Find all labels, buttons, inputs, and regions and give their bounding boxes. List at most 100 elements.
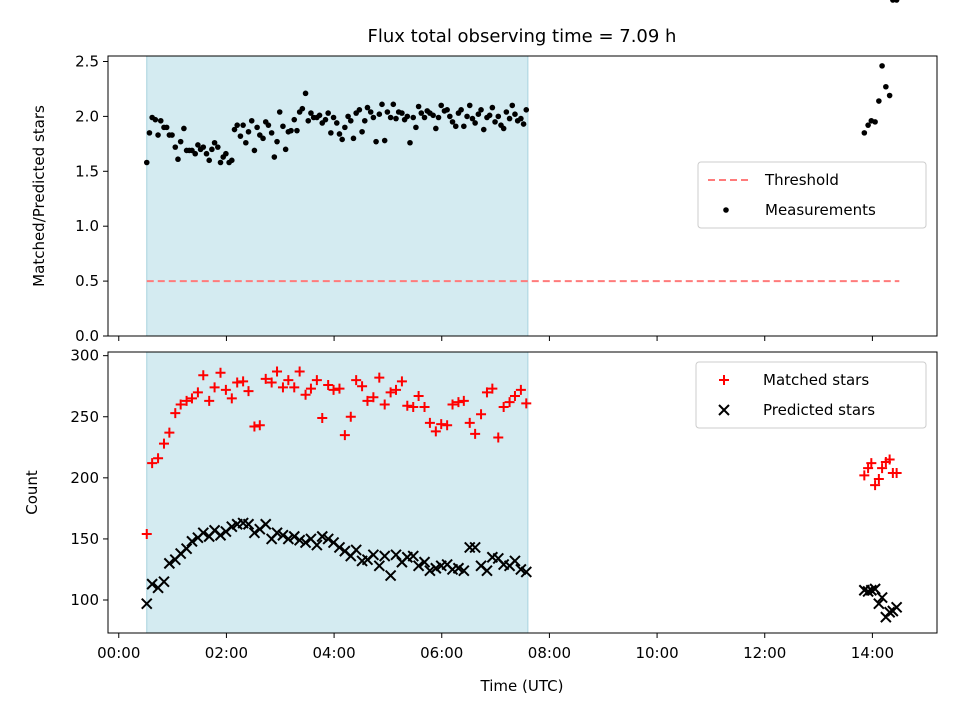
- data-point: [520, 566, 532, 578]
- data-point: [361, 117, 368, 124]
- data-point: [433, 125, 439, 132]
- data-point: [367, 549, 380, 561]
- data-point: [209, 146, 215, 153]
- data-point: [226, 393, 237, 404]
- data-point: [367, 109, 374, 115]
- data-point: [472, 120, 478, 126]
- legend-box: [697, 161, 927, 229]
- data-point: [334, 383, 345, 394]
- data-point: [449, 119, 456, 125]
- x-tick-label: 14:00: [851, 644, 894, 662]
- y-tick-label: 200: [70, 469, 99, 487]
- data-point: [469, 541, 481, 554]
- data-point: [478, 107, 484, 113]
- legend: Threshold Measurements: [697, 161, 927, 229]
- data-point: [504, 397, 515, 408]
- data-point: [215, 367, 226, 378]
- ratio-panel: 0.0 0.5 1.0 1.5 2.0 2.5 Matched/Predicted star…: [30, 0, 938, 345]
- data-point: [447, 113, 453, 120]
- legend-box: [695, 361, 927, 429]
- data-point: [890, 601, 903, 614]
- data-point: [359, 128, 365, 135]
- data-point: [407, 550, 419, 562]
- data-point: [430, 426, 441, 437]
- data-point: [328, 384, 339, 395]
- data-point: [195, 142, 201, 148]
- data-point: [509, 102, 516, 109]
- legend-label: Matched stars: [763, 371, 869, 389]
- data-point: [172, 144, 179, 150]
- data-point: [240, 122, 246, 128]
- data-point: [506, 115, 513, 122]
- data-point: [407, 139, 413, 146]
- data-point: [317, 412, 328, 423]
- data-point: [146, 130, 153, 136]
- data-point: [211, 139, 218, 146]
- data-point: [412, 560, 425, 572]
- data-point: [302, 90, 309, 97]
- x-tick-label: 02:00: [205, 644, 248, 662]
- data-point: [862, 585, 874, 598]
- data-point: [242, 518, 255, 530]
- data-point: [373, 138, 379, 145]
- x-tick-label: 10:00: [635, 644, 678, 662]
- data-point: [282, 146, 289, 153]
- data-point: [198, 370, 209, 381]
- data-point: [316, 530, 328, 543]
- data-point: [308, 110, 314, 116]
- data-point: [293, 534, 306, 546]
- data-point: [512, 111, 518, 117]
- y-tick-label: 2.5: [75, 52, 99, 70]
- data-point: [158, 438, 169, 449]
- data-point: [266, 377, 277, 388]
- data-point: [891, 467, 902, 478]
- data-point: [385, 387, 396, 398]
- data-point: [873, 597, 885, 610]
- data-point: [147, 458, 158, 469]
- data-point: [322, 116, 329, 123]
- data-point: [336, 131, 343, 137]
- data-point: [883, 83, 889, 90]
- data-point: [276, 109, 283, 115]
- data-point: [424, 417, 435, 428]
- data-point: [220, 384, 231, 395]
- count-panel: 100 150 200 250 300 00:00 02:00 04:00 06:00 08:00…: [23, 347, 938, 662]
- data-point: [345, 411, 356, 422]
- data-point: [215, 144, 221, 150]
- data-point: [143, 159, 150, 166]
- y-tick-label: 100: [70, 591, 99, 609]
- data-point: [164, 427, 175, 438]
- data-point: [356, 107, 363, 113]
- data-point: [515, 384, 526, 395]
- data-point: [466, 102, 473, 109]
- data-point: [379, 101, 385, 108]
- data-point: [418, 556, 431, 568]
- series-0: [141, 366, 902, 540]
- observing-window-band: [146, 351, 529, 634]
- data-point: [169, 132, 175, 138]
- data-point: [493, 432, 504, 443]
- data-point: [299, 105, 306, 112]
- data-point: [362, 395, 373, 406]
- data-point: [442, 420, 453, 431]
- data-point: [413, 390, 424, 401]
- x-axis-label: Time (UTC): [480, 677, 564, 695]
- data-point: [339, 136, 345, 143]
- data-point: [438, 102, 445, 109]
- series-0: [143, 0, 900, 166]
- data-point: [333, 541, 346, 554]
- data-point: [464, 417, 475, 428]
- data-point: [384, 569, 397, 582]
- data-point: [254, 124, 260, 131]
- y-tick-label: 1.0: [75, 217, 99, 235]
- data-point: [461, 123, 467, 130]
- data-point: [157, 117, 164, 124]
- data-point: [248, 527, 261, 539]
- data-point: [518, 115, 524, 122]
- data-point: [464, 113, 470, 120]
- data-point: [181, 395, 192, 406]
- data-point: [523, 107, 530, 113]
- data-point: [492, 119, 498, 125]
- y-tick-label: 300: [70, 347, 99, 365]
- data-point: [435, 114, 442, 121]
